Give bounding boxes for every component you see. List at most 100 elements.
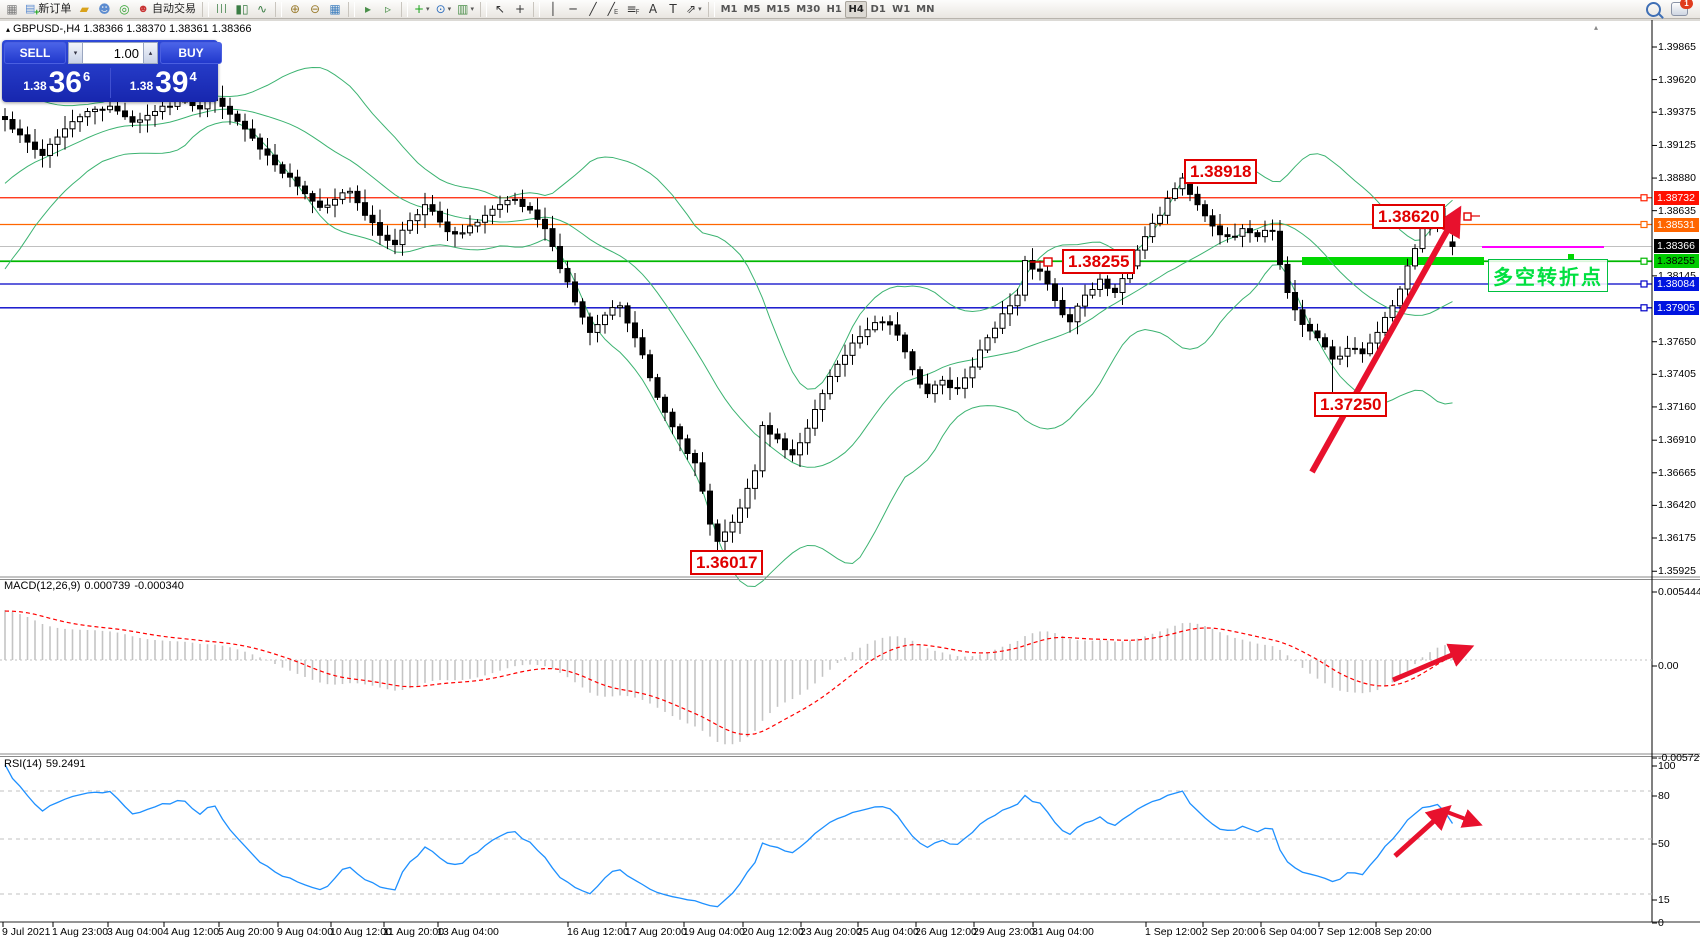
- price-level-badge: 1.38255: [1654, 254, 1699, 269]
- price-level-badge: 1.38732: [1654, 190, 1699, 205]
- time-tick-label: 13 Aug 04:00: [437, 926, 499, 938]
- line-handle[interactable]: [1640, 194, 1648, 202]
- chart-shift-icon[interactable]: ▹: [378, 1, 398, 18]
- timeframes-button[interactable]: ⊙ ▾: [433, 1, 455, 18]
- macd-histogram: [4, 610, 1454, 745]
- macd-axis-label: 0.00: [1658, 660, 1679, 672]
- toolbar-separator: [400, 1, 408, 17]
- price-tick-label: 1.35925: [1658, 565, 1696, 578]
- price-tick-label: 1.39620: [1658, 73, 1696, 86]
- collapse-icon[interactable]: ▴: [6, 25, 11, 34]
- line-handle[interactable]: [1640, 280, 1648, 288]
- time-tick-label: 9 Aug 04:00: [277, 926, 334, 938]
- time-tick-label: 31 Aug 04:00: [1032, 926, 1094, 938]
- volume-input[interactable]: [83, 42, 143, 64]
- crosshair-icon[interactable]: +: [510, 1, 530, 18]
- volume-decrease-button[interactable]: ▾: [68, 42, 83, 64]
- bar-chart-icon[interactable]: |||: [212, 1, 232, 18]
- rsi-axis-label: 100: [1658, 760, 1676, 772]
- timeframe-m30-button[interactable]: M30: [793, 1, 823, 18]
- timeframe-w1-button[interactable]: W1: [889, 1, 913, 18]
- line-handle[interactable]: [1640, 304, 1648, 312]
- equidistant-channel-icon[interactable]: ╱ E: [603, 1, 623, 18]
- line-chart-icon[interactable]: ∿: [252, 1, 272, 18]
- zoom-in-icon[interactable]: ⊕: [285, 1, 305, 18]
- sell-price[interactable]: 1.38 36 6: [23, 66, 91, 99]
- macd-signal-line: [4, 610, 1453, 736]
- rsi-line: [4, 764, 1454, 908]
- text-label-icon[interactable]: T: [663, 1, 683, 18]
- price-annotation-label[interactable]: 1.37250: [1314, 392, 1388, 417]
- timeframe-m15-button[interactable]: M15: [763, 1, 793, 18]
- price-tick-label: 1.36175: [1658, 531, 1696, 544]
- price-annotation-label[interactable]: 1.38255: [1062, 249, 1136, 274]
- timeframe-d1-button[interactable]: D1: [867, 1, 889, 18]
- arrows-icon[interactable]: ⇗ ▾: [683, 1, 705, 18]
- buy-button[interactable]: BUY: [160, 42, 222, 64]
- text-icon[interactable]: A: [643, 1, 663, 18]
- timeframe-m5-button[interactable]: M5: [741, 1, 764, 18]
- price-tick-label: 1.36665: [1658, 466, 1696, 479]
- note-handle[interactable]: [1568, 254, 1574, 260]
- rsi-indicator-label: RSI(14) 59.2491: [4, 758, 86, 770]
- auto-scroll-icon[interactable]: ▸: [358, 1, 378, 18]
- price-tick-label: 1.36420: [1658, 499, 1696, 512]
- time-tick-label: 26 Aug 12:00: [915, 926, 977, 938]
- timeframe-h1-button[interactable]: H1: [823, 1, 845, 18]
- time-tick-label: 7 Sep 12:00: [1318, 926, 1375, 938]
- price-tick-label: 1.37405: [1658, 368, 1696, 381]
- macd-axis-label: 0.005444: [1658, 586, 1700, 598]
- notification-badge: 1: [1680, 0, 1693, 9]
- volume-increase-button[interactable]: ▴: [143, 42, 158, 64]
- symbol-quotes: 1.38366 1.38370 1.38361 1.38366: [83, 23, 252, 35]
- trend-arrow[interactable]: [1446, 809, 1483, 828]
- cursor-icon[interactable]: ↖: [490, 1, 510, 18]
- signal-icon[interactable]: ◎: [114, 1, 134, 18]
- sell-button[interactable]: SELL: [4, 42, 66, 64]
- search-icon[interactable]: [1646, 1, 1661, 17]
- toolbar-separator: [480, 1, 487, 17]
- line-handle[interactable]: [1640, 220, 1648, 229]
- autotrading-button[interactable]: ☻ 自动交易: [134, 1, 199, 18]
- price-tick-label: 1.39375: [1658, 106, 1696, 119]
- timeframe-m1-button[interactable]: M1: [718, 1, 741, 18]
- price-annotation-label[interactable]: 1.38620: [1372, 204, 1446, 229]
- toolbar-separator: [347, 1, 355, 17]
- notifications-icon[interactable]: 1: [1671, 0, 1693, 16]
- price-level-badge: 1.37905: [1654, 300, 1699, 315]
- time-tick-label: 19 Aug 04:00: [683, 926, 745, 938]
- profile-icon[interactable]: ☻: [94, 1, 114, 18]
- trend-arrow[interactable]: [1309, 205, 1462, 474]
- tile-windows-icon[interactable]: ▦: [325, 1, 345, 18]
- note-text[interactable]: 多空转折点: [1488, 259, 1608, 292]
- chart-window-icon[interactable]: ▦: [2, 1, 22, 18]
- trend-arrow[interactable]: [1392, 643, 1475, 683]
- buy-price[interactable]: 1.38 39 4: [129, 66, 197, 99]
- indicators-button[interactable]: + ▾: [411, 1, 433, 18]
- volume-control: ▾ ▴: [68, 42, 158, 64]
- new-order-button[interactable]: ▤ + 新订单: [22, 1, 74, 18]
- time-tick-label: 10 Aug 12:00: [330, 926, 392, 938]
- candlestick-chart-icon[interactable]: ▮▯: [232, 1, 252, 18]
- toolbar-separator: [274, 1, 282, 17]
- green-highlight-bar[interactable]: [1302, 257, 1484, 265]
- timeframe-h4-button[interactable]: H4: [845, 0, 868, 18]
- chart-scroll-marker[interactable]: ▴: [1594, 23, 1599, 32]
- fibonacci-icon[interactable]: ≡ F: [623, 1, 643, 18]
- price-annotation-label[interactable]: 1.36017: [690, 550, 764, 575]
- template-button[interactable]: ▥ ▾: [454, 1, 477, 18]
- timeframe-mn-button[interactable]: MN: [913, 1, 937, 18]
- zoom-out-icon[interactable]: ⊖: [305, 1, 325, 18]
- trend-arrow[interactable]: [1393, 804, 1452, 858]
- vertical-line-icon[interactable]: │: [543, 1, 563, 18]
- price-annotation-label[interactable]: 1.38918: [1184, 159, 1258, 184]
- toolbar-separator: [533, 1, 540, 17]
- time-tick-label: 29 Aug 23:00: [973, 926, 1035, 938]
- trendline-icon[interactable]: ╱: [583, 1, 603, 18]
- eraser-icon[interactable]: ▰: [74, 1, 94, 18]
- line-handle[interactable]: [1640, 257, 1648, 265]
- time-tick-label: 6 Sep 04:00: [1260, 926, 1317, 938]
- horizontal-line-icon[interactable]: ─: [563, 1, 583, 18]
- time-tick-label: 3 Aug 04:00: [107, 926, 164, 938]
